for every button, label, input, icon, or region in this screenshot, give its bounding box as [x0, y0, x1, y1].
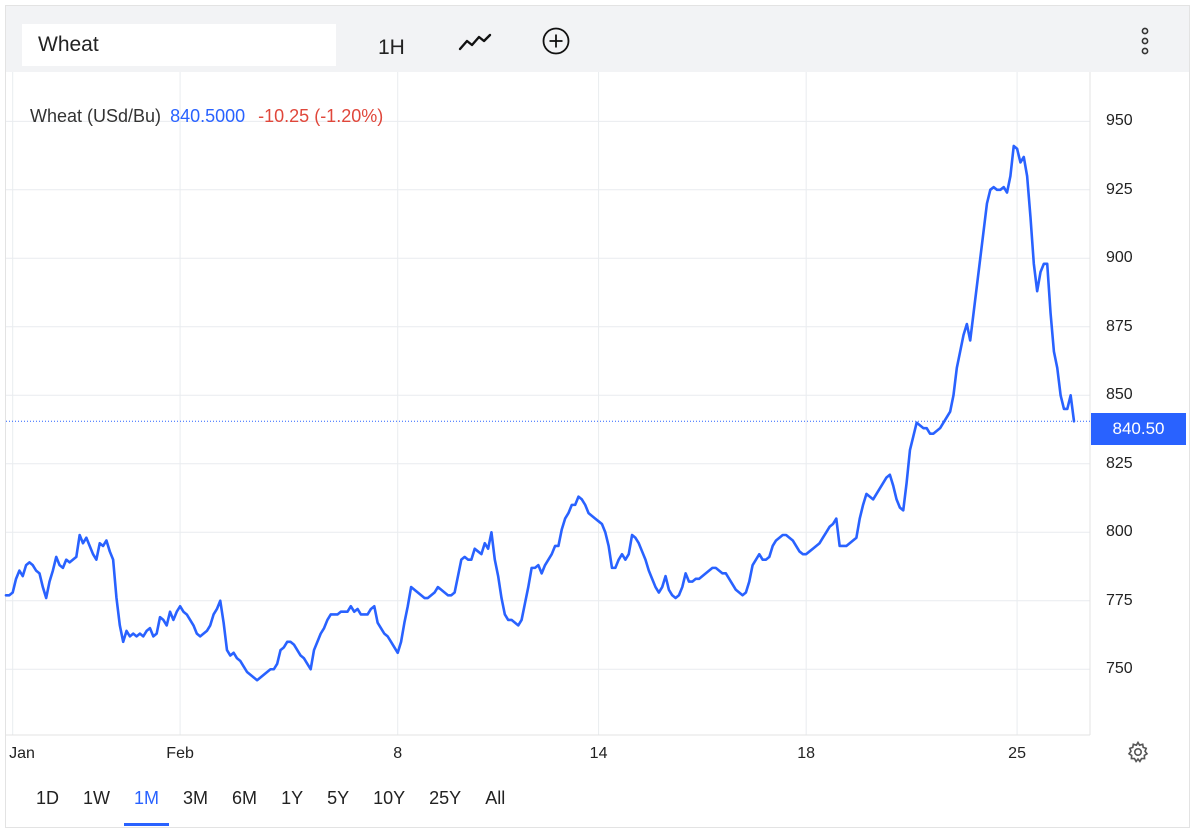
range-button-1y[interactable]: 1Y [281, 788, 304, 808]
x-tick-label: 8 [393, 745, 403, 762]
x-tick-label: Jan [9, 745, 35, 762]
range-button-10y[interactable]: 10Y [373, 788, 406, 808]
y-tick-label: 775 [1106, 591, 1133, 609]
chart-legend: Wheat (USd/Bu) 840.5000 -10.25 (-1.20%) [30, 106, 383, 127]
range-button-1w[interactable]: 1W [83, 788, 111, 808]
vertical-dots-icon[interactable] [1138, 24, 1152, 63]
chart-grid [6, 72, 1090, 735]
y-tick-label: 850 [1106, 386, 1133, 404]
range-button-25y[interactable]: 25Y [429, 788, 462, 808]
chart-toolbar: Wheat 1H [6, 6, 1189, 72]
range-button-1d[interactable]: 1D [36, 788, 60, 808]
range-button-1m[interactable]: 1M [134, 788, 160, 808]
interval-button[interactable]: 1H [378, 36, 405, 59]
x-tick-label: 18 [797, 745, 816, 762]
last-price-badge: 840.50 [1091, 413, 1186, 445]
range-button-5y[interactable]: 5Y [327, 788, 350, 808]
plus-circle-icon[interactable] [541, 26, 571, 61]
wheat-price-line [4, 144, 1076, 682]
y-tick-label: 925 [1106, 180, 1133, 198]
x-tick-label: 25 [1008, 745, 1026, 762]
range-button-3m[interactable]: 3M [183, 788, 209, 808]
y-tick-label: 800 [1106, 523, 1133, 541]
x-tick-label: Feb [166, 745, 194, 762]
chart-frame [5, 5, 1190, 828]
y-tick-label: 900 [1106, 249, 1133, 267]
active-range-underline [124, 823, 170, 826]
y-tick-label: 750 [1106, 660, 1133, 678]
legend-change: -10.25 (-1.20%) [258, 106, 384, 126]
symbol-input[interactable]: Wheat [22, 24, 336, 66]
gear-icon[interactable] [1126, 740, 1150, 769]
y-tick-label: 950 [1106, 112, 1133, 130]
range-button-all[interactable]: All [485, 788, 506, 808]
legend-symbol-name: Wheat (USd/Bu) [30, 106, 162, 126]
range-button-6m[interactable]: 6M [232, 788, 258, 808]
x-tick-label: 14 [589, 745, 608, 762]
line-chart-icon[interactable] [458, 32, 492, 57]
y-tick-label: 825 [1106, 454, 1133, 472]
y-tick-label: 875 [1106, 317, 1133, 335]
legend-last-value: 840.5000 [170, 106, 246, 126]
